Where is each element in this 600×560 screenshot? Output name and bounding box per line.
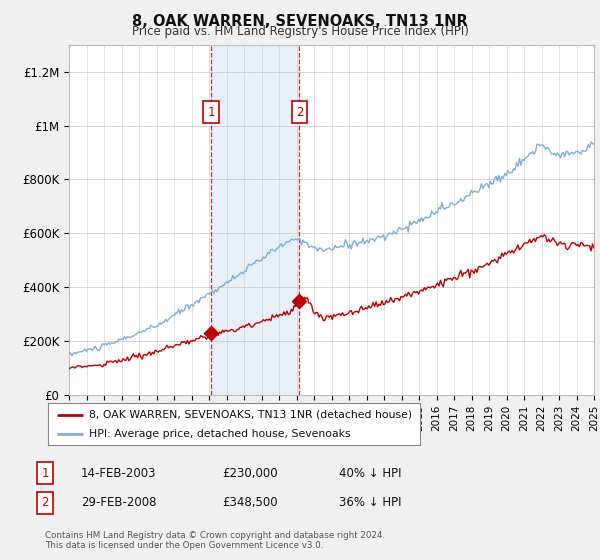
Text: 1: 1 [41, 466, 49, 480]
Text: 36% ↓ HPI: 36% ↓ HPI [339, 496, 401, 510]
Text: Contains HM Land Registry data © Crown copyright and database right 2024.
This d: Contains HM Land Registry data © Crown c… [45, 530, 385, 550]
Text: 8, OAK WARREN, SEVENOAKS, TN13 1NR: 8, OAK WARREN, SEVENOAKS, TN13 1NR [132, 14, 468, 29]
Bar [211, 45, 299, 395]
Text: 2: 2 [296, 106, 303, 119]
Text: 14-FEB-2003: 14-FEB-2003 [81, 466, 157, 480]
Text: 2: 2 [41, 496, 49, 510]
Text: 8, OAK WARREN, SEVENOAKS, TN13 1NR (detached house): 8, OAK WARREN, SEVENOAKS, TN13 1NR (deta… [89, 409, 412, 419]
Text: HPI: Average price, detached house, Sevenoaks: HPI: Average price, detached house, Seve… [89, 429, 350, 439]
Text: 29-FEB-2008: 29-FEB-2008 [81, 496, 157, 510]
Text: £230,000: £230,000 [222, 466, 278, 480]
Text: £348,500: £348,500 [222, 496, 278, 510]
Text: Price paid vs. HM Land Registry's House Price Index (HPI): Price paid vs. HM Land Registry's House … [131, 25, 469, 38]
Text: 40% ↓ HPI: 40% ↓ HPI [339, 466, 401, 480]
Text: 1: 1 [208, 106, 215, 119]
